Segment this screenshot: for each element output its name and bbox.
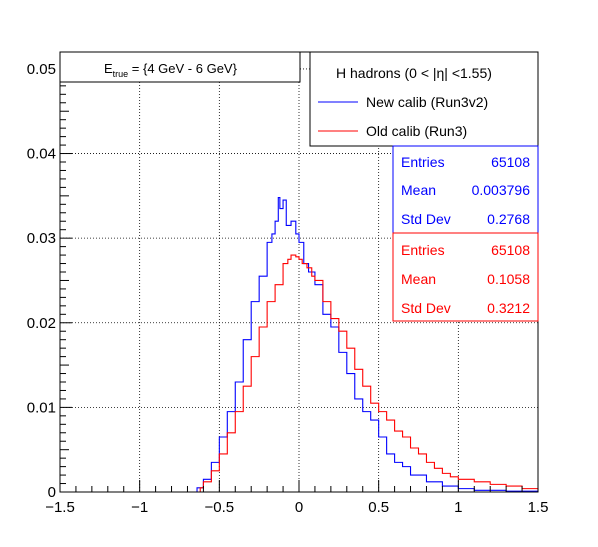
y-tick-label: 0.04 [27,146,56,163]
x-tick-label: −1 [131,499,148,516]
stats-new-stddev-label: Std Dev [401,211,451,227]
stats-box-old: Entries 65108 Mean 0.1058 Std Dev 0.3212 [392,232,539,322]
stats-old-mean-label: Mean [401,271,436,287]
y-tick-label: 0.03 [27,230,56,247]
x-tick-label: −0.5 [205,499,235,516]
y-tick-label: 0.05 [27,61,56,78]
y-tick-label: 0.01 [27,399,56,416]
stats-new-mean-value: 0.003796 [472,182,531,198]
y-tick-label: 0 [48,484,56,501]
grid-lines [60,52,538,492]
stats-box-new: Entries 65108 Mean 0.003796 Std Dev 0.27… [392,145,539,234]
stats-old-mean-value: 0.1058 [487,271,530,287]
y-tick-label: 0.02 [27,315,56,332]
energy-label-box: Etrue = {4 GeV - 6 GeV} [59,51,301,83]
stats-new-stddev-value: 0.2768 [487,211,530,227]
x-tick-label: 0 [295,499,303,516]
legend-header: H hadrons (0 < |η| <1.55) [336,65,492,81]
x-tick-label: 0.5 [368,499,389,516]
legend: H hadrons (0 < |η| <1.55) New calib (Run… [309,51,539,147]
x-tick-label: 1.5 [528,499,549,516]
stats-old-entries-value: 65108 [491,242,530,258]
stats-new-entries-value: 65108 [491,154,530,170]
series-new-calib [60,196,539,493]
series-old-calib [60,254,539,493]
stats-old-stddev-label: Std Dev [401,300,451,316]
stats-new-entries-label: Entries [401,154,445,170]
series-group [60,196,539,493]
stats-old-entries-label: Entries [401,242,445,258]
tick-labels: −1.5 −1 −0.5 0 0.5 1 1.5 0 0.01 0.02 0.03 0.04 0.05 [27,61,549,516]
x-tick-label: 1 [454,499,462,516]
stats-new-mean-label: Mean [401,182,436,198]
stats-old-stddev-value: 0.3212 [487,300,530,316]
legend-entry-old: Old calib (Run3) [366,123,467,139]
legend-entry-new: New calib (Run3v2) [366,94,488,110]
axis-ticks [59,51,539,493]
energy-label: Etrue = {4 GeV - 6 GeV} [104,61,238,79]
x-tick-label: −1.5 [45,499,75,516]
